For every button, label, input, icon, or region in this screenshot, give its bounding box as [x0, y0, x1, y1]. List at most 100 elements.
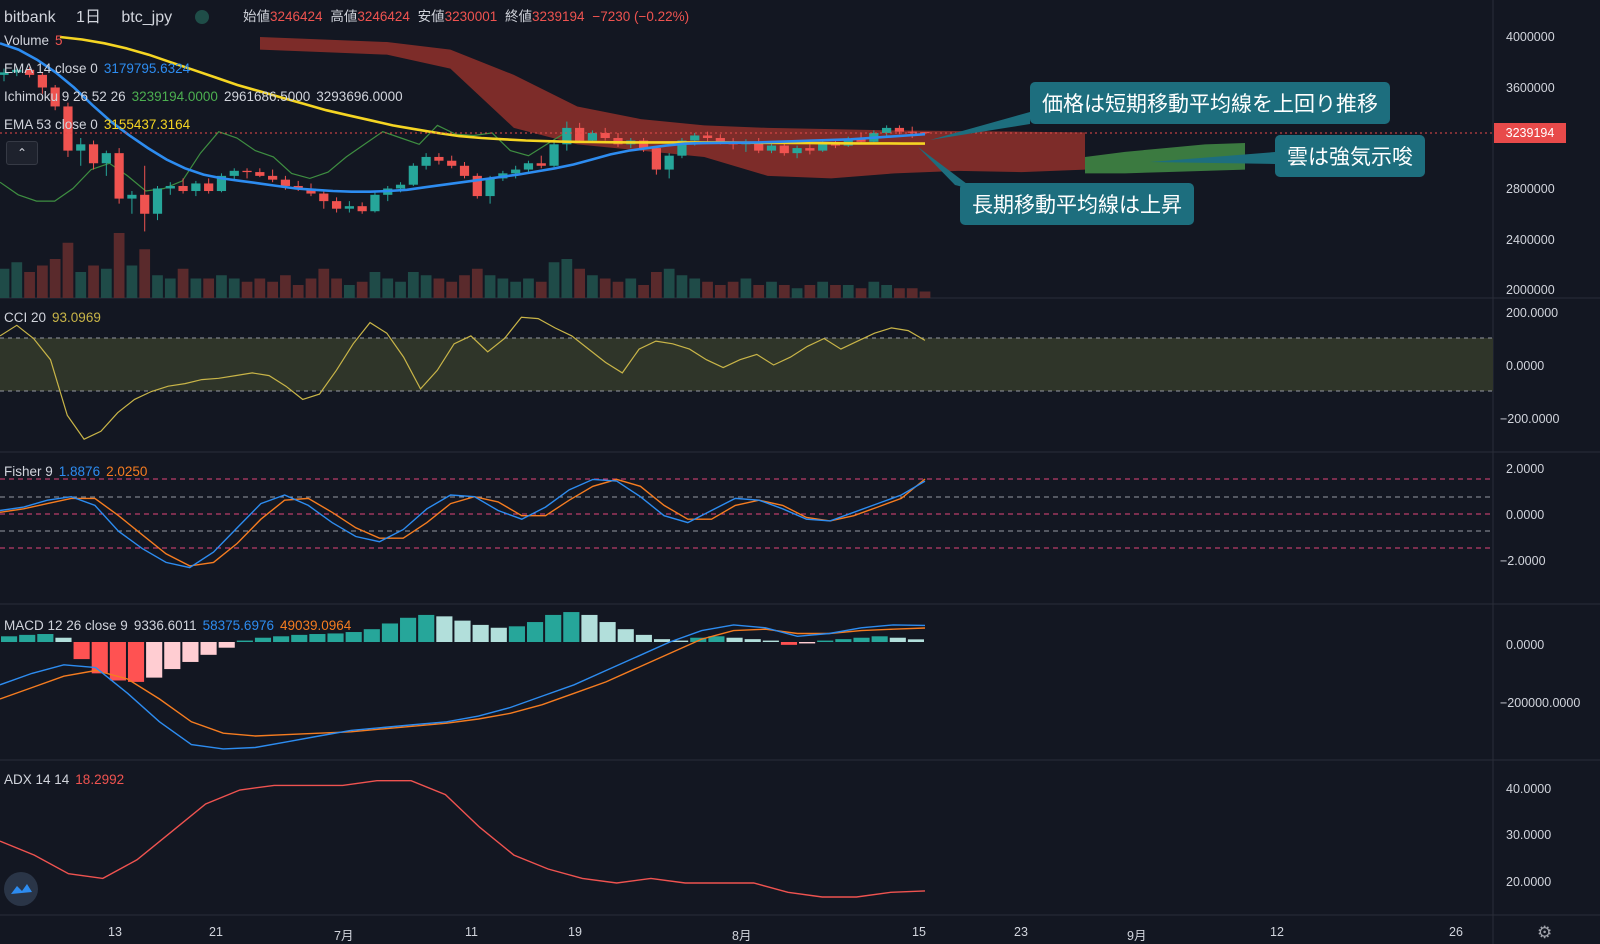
candle-body[interactable] [511, 169, 521, 174]
legend-macd[interactable]: MACD 12 26 close 9 9336.6011 58375.6976 490… [4, 618, 357, 633]
candle-body[interactable] [344, 206, 354, 209]
symbol-name[interactable]: btc_jpy [121, 9, 173, 26]
candle-body[interactable] [50, 87, 60, 107]
candle-body[interactable] [331, 201, 342, 209]
volume-bar [407, 272, 419, 298]
candle-body[interactable] [101, 153, 111, 164]
candle-body[interactable] [766, 145, 777, 151]
volume-bar [638, 285, 649, 298]
legend-ema53[interactable]: EMA 53 close 0 3155437.3164 [4, 117, 196, 132]
candle-body[interactable] [421, 156, 431, 166]
candle-body[interactable] [165, 185, 175, 189]
volume-bar [216, 275, 227, 298]
volume-bar [254, 278, 266, 298]
candle-body[interactable] [140, 194, 150, 214]
candle-body[interactable] [690, 135, 700, 141]
candle-body[interactable] [204, 183, 214, 192]
candle-body[interactable] [191, 183, 201, 192]
candle-body[interactable] [549, 144, 559, 166]
candle-body[interactable] [677, 140, 687, 156]
annotation-long-ma-rising[interactable]: 長期移動平均線は上昇 [960, 183, 1194, 225]
exchange-name[interactable]: bitbank [4, 9, 56, 26]
candle-body[interactable] [229, 170, 239, 176]
candle-body[interactable] [651, 148, 661, 170]
candle-body[interactable] [255, 172, 265, 176]
candle-body[interactable] [12, 69, 22, 73]
candle-body[interactable] [434, 156, 444, 161]
volume-bar [804, 285, 816, 298]
candle-body[interactable] [293, 185, 303, 189]
legend-cci[interactable]: CCI 20 93.0969 [4, 310, 107, 325]
candle-body[interactable] [536, 163, 546, 166]
candle-body[interactable] [472, 175, 482, 197]
candle-body[interactable] [306, 188, 316, 194]
candle-body[interactable] [792, 148, 802, 154]
legend-collapse-button[interactable]: ⌃ [6, 141, 38, 165]
volume-bar [24, 272, 35, 298]
candle-body[interactable] [319, 193, 329, 202]
candle-body[interactable] [754, 141, 764, 151]
time-tick: 7月 [334, 929, 354, 943]
candle-body[interactable] [127, 194, 137, 199]
candle-body[interactable] [638, 140, 649, 149]
candle-body[interactable] [907, 131, 917, 133]
volume-bar [830, 285, 841, 298]
legend-ichimoku[interactable]: Ichimoku 9 26 52 26 3239194.0000 2961686.5… [4, 89, 409, 104]
adx-tick: 40.0000 [1506, 782, 1552, 796]
candle-body[interactable] [242, 170, 252, 173]
candle-body[interactable] [408, 165, 418, 185]
volume-bar [817, 281, 829, 298]
legend-volume[interactable]: Volume 5 [4, 33, 69, 48]
candle-body[interactable] [600, 132, 610, 138]
volume-bar [177, 268, 189, 298]
volume-bar [203, 278, 215, 298]
annotation-price-above-short-ma[interactable]: 価格は短期移動平均線を上回り推移 [1030, 82, 1390, 124]
candle-body[interactable] [485, 178, 495, 197]
candle-body[interactable] [779, 145, 789, 154]
volume-bar [420, 275, 432, 298]
candle-body[interactable] [805, 148, 815, 151]
candle-body[interactable] [37, 74, 47, 88]
candle-body[interactable] [818, 143, 828, 151]
candle-body[interactable] [76, 144, 86, 151]
candle-body[interactable] [664, 155, 674, 170]
macd-histogram-bar [309, 634, 326, 642]
candle-body[interactable] [24, 69, 35, 75]
legend-adx[interactable]: ADX 14 14 18.2992 [4, 772, 130, 787]
candle-body[interactable] [114, 153, 124, 199]
candle-body[interactable] [0, 72, 9, 75]
macd-histogram-bar [182, 642, 199, 662]
tradingview-logo[interactable] [4, 872, 38, 906]
time-tick: 26 [1449, 925, 1463, 939]
macd-histogram-bar [780, 642, 798, 645]
annotation-cloud-bullish[interactable]: 雲は強気示唆 [1275, 135, 1425, 177]
candle-body[interactable] [216, 175, 227, 192]
candle-body[interactable] [587, 132, 598, 141]
adx-tick: 20.0000 [1506, 875, 1552, 889]
candle-body[interactable] [562, 127, 572, 145]
candle-body[interactable] [856, 139, 866, 142]
candle-body[interactable] [152, 188, 163, 214]
candle-body[interactable] [357, 206, 367, 212]
candle-body[interactable] [894, 127, 905, 132]
candle-body[interactable] [447, 160, 457, 166]
candle-body[interactable] [268, 175, 278, 180]
candle-body[interactable] [702, 135, 713, 138]
candle-body[interactable] [370, 194, 380, 212]
legend-ema14[interactable]: EMA 14 close 0 3179795.6324 [4, 61, 196, 76]
candle-body[interactable] [575, 127, 585, 141]
candle-body[interactable] [523, 163, 534, 170]
volume-bar [382, 278, 394, 298]
legend-fisher[interactable]: Fisher 9 1.8876 2.0250 [4, 464, 153, 479]
interval[interactable]: 1日 [76, 9, 101, 26]
candle-body[interactable] [63, 106, 73, 151]
candle-body[interactable] [178, 185, 188, 192]
candle-body[interactable] [459, 165, 470, 176]
gear-icon[interactable]: ⚙ [1537, 923, 1553, 942]
candle-body[interactable] [395, 184, 406, 189]
candle-body[interactable] [882, 127, 892, 133]
candle-body[interactable] [280, 179, 291, 186]
candle-body[interactable] [715, 138, 725, 142]
candle-body[interactable] [88, 144, 99, 164]
